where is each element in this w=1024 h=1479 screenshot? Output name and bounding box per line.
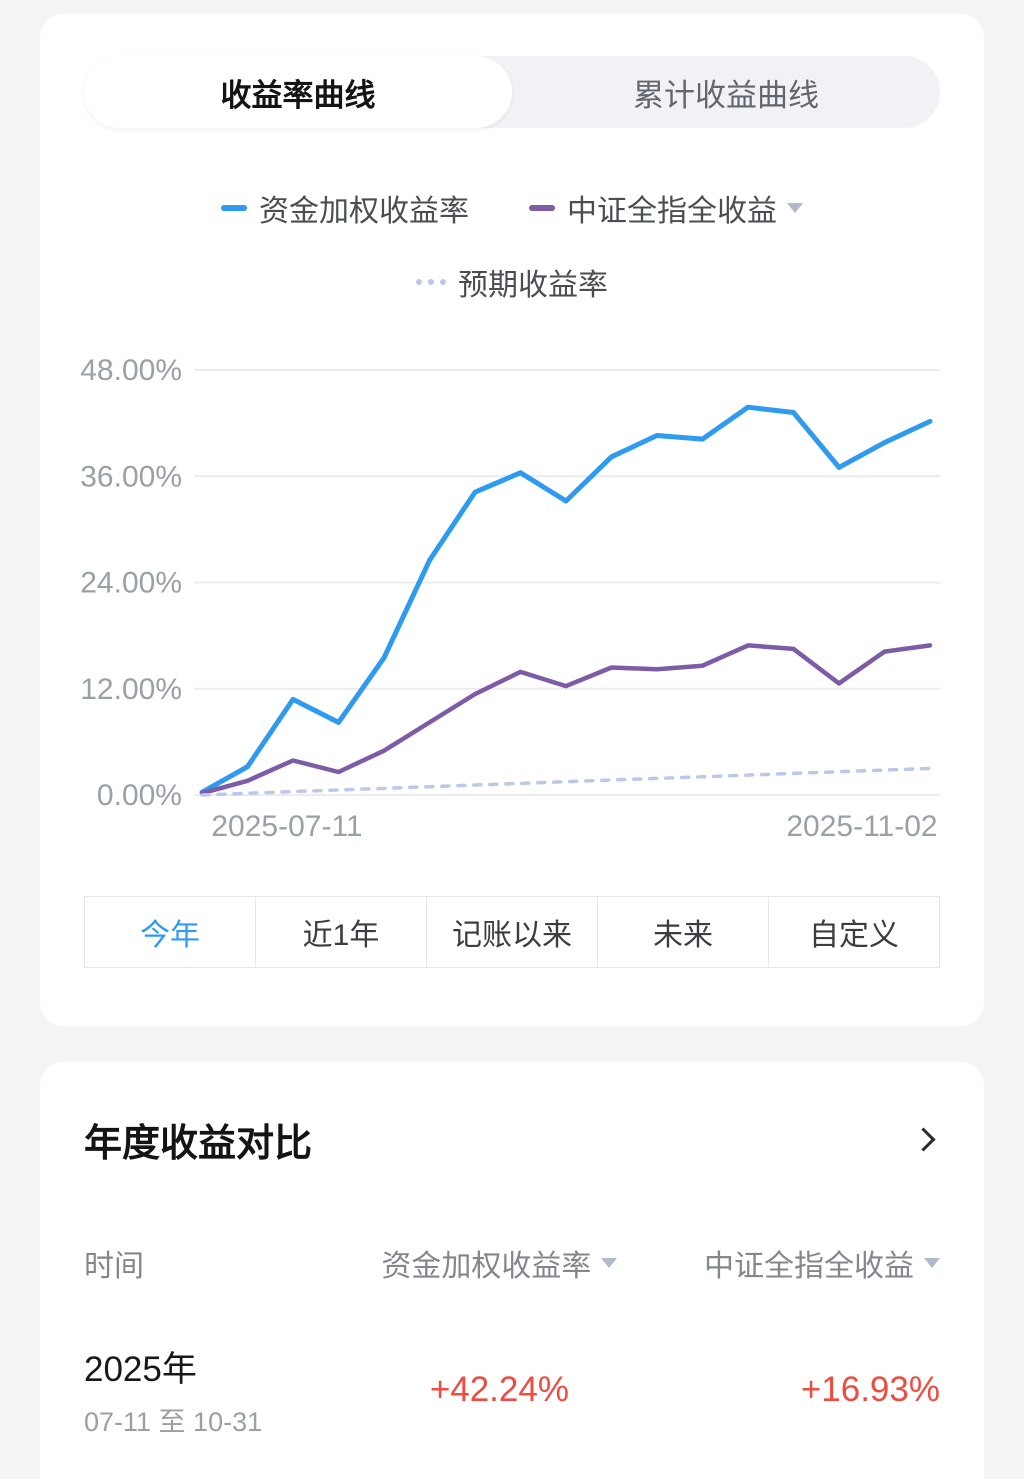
range-button-custom[interactable]: 自定义 <box>768 897 939 967</box>
svg-text:12.00%: 12.00% <box>80 673 182 706</box>
column-header-weighted-return-label: 资金加权收益率 <box>381 1250 592 1283</box>
range-button-since-inception-label: 记账以来 <box>452 919 572 952</box>
annual-comparison-card: 年度收益对比 时间 资金加权收益率 中证全指全收益 2025年 07-11 至 … <box>40 1062 984 1479</box>
svg-text:2025-11-02: 2025-11-02 <box>786 810 937 842</box>
weighted-return-line-swatch <box>221 205 247 211</box>
returns-line-chart: 0.00% 12.00% 24.00% 36.00% 48.00% 2025-07-11 2… <box>80 354 940 842</box>
comparison-row-2025: 2025年 07-11 至 10-31 +42.24% +16.93% <box>84 1341 940 1439</box>
row-period: 2025年 <box>84 1350 197 1389</box>
legend-benchmark[interactable]: 中证全指全收益 <box>529 186 803 230</box>
legend-weighted-return-label: 资金加权收益率 <box>259 195 469 228</box>
legend-expected-return-label: 预期收益率 <box>458 269 608 302</box>
returns-chart-card: 收益率曲线 累计收益曲线 资金加权收益率 中证全指全收益 预期收益率 0.00 <box>40 14 984 1026</box>
column-header-benchmark-label: 中证全指全收益 <box>703 1250 914 1283</box>
benchmark-column-dropdown-icon[interactable] <box>923 1258 940 1268</box>
time-range-selector: 今年 近1年 记账以来 未来 自定义 <box>84 896 940 968</box>
svg-text:2025-07-11: 2025-07-11 <box>211 810 362 842</box>
column-header-weighted-return[interactable]: 资金加权收益率 <box>381 1241 618 1285</box>
benchmark-dropdown-icon[interactable] <box>787 203 803 213</box>
annual-comparison-title: 年度收益对比 <box>84 1123 313 1165</box>
svg-text:36.00%: 36.00% <box>80 460 182 493</box>
chevron-right-icon[interactable] <box>911 1127 936 1152</box>
chart-legend: 资金加权收益率 中证全指全收益 预期收益率 <box>40 186 984 304</box>
tab-return-rate-curve[interactable]: 收益率曲线 <box>84 56 512 128</box>
legend-weighted-return: 资金加权收益率 <box>221 186 469 230</box>
svg-text:48.00%: 48.00% <box>80 354 182 387</box>
tab-return-rate-curve-label: 收益率曲线 <box>220 77 376 113</box>
legend-expected-return: 预期收益率 <box>416 260 608 304</box>
weighted-return-dropdown-icon[interactable] <box>601 1258 618 1268</box>
row-weighted-return-value: +42.24% <box>429 1370 569 1409</box>
range-button-this-year[interactable]: 今年 <box>85 897 255 967</box>
range-button-custom-label: 自定义 <box>809 919 899 952</box>
column-header-benchmark[interactable]: 中证全指全收益 <box>704 1241 940 1285</box>
tab-cumulative-return-curve-label: 累计收益曲线 <box>633 77 819 113</box>
comparison-table-header: 时间 资金加权收益率 中证全指全收益 <box>84 1241 940 1285</box>
annual-comparison-header[interactable]: 年度收益对比 <box>84 1112 940 1167</box>
range-button-this-year-label: 今年 <box>140 919 200 952</box>
svg-text:24.00%: 24.00% <box>80 567 182 600</box>
tab-cumulative-return-curve[interactable]: 累计收益曲线 <box>512 56 940 128</box>
legend-benchmark-label: 中证全指全收益 <box>567 195 777 228</box>
row-date-range: 07-11 至 10-31 <box>84 1407 263 1437</box>
chart-tab-switcher: 收益率曲线 累计收益曲线 <box>84 56 940 128</box>
benchmark-line-swatch <box>529 205 555 211</box>
range-button-future[interactable]: 未来 <box>597 897 768 967</box>
range-button-last-1-year-label: 近1年 <box>302 919 380 952</box>
range-button-future-label: 未来 <box>653 919 713 952</box>
svg-text:0.00%: 0.00% <box>97 779 182 812</box>
column-header-time: 时间 <box>84 1250 144 1283</box>
range-button-last-1-year[interactable]: 近1年 <box>255 897 426 967</box>
expected-return-line-swatch <box>416 279 446 285</box>
row-benchmark-return-value: +16.93% <box>800 1370 940 1409</box>
range-button-since-inception[interactable]: 记账以来 <box>426 897 597 967</box>
